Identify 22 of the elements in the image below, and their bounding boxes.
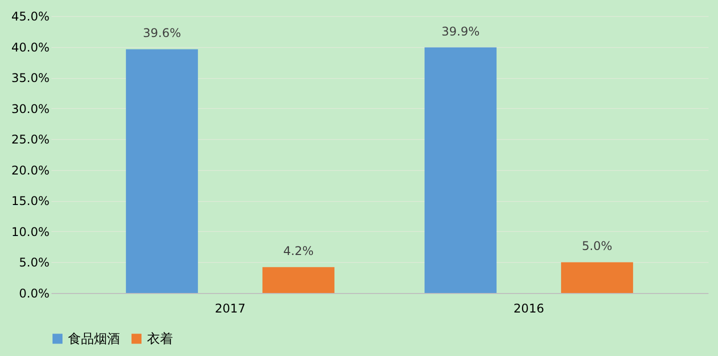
y-tick-label: 10.0% <box>11 224 50 239</box>
legend-label: 衣着 <box>147 330 173 347</box>
bar <box>126 49 198 293</box>
data-label: 39.9% <box>441 24 480 38</box>
data-label: 4.2% <box>283 244 314 258</box>
y-tick-label: 30.0% <box>11 102 50 116</box>
y-tick-label: 5.0% <box>19 256 50 270</box>
y-tick-label: 40.0% <box>11 40 50 54</box>
y-tick-label: 45.0% <box>11 10 50 24</box>
x-tick-label: 2016 <box>514 302 544 316</box>
x-tick-label: 2017 <box>214 302 246 316</box>
bar <box>262 267 334 293</box>
bar <box>561 262 634 293</box>
data-label: 39.6% <box>142 26 181 40</box>
y-tick-label: 20.0% <box>11 163 50 178</box>
legend-label: 食品烟酒 <box>68 332 120 347</box>
data-label: 5.0% <box>582 239 612 254</box>
y-tick-label: 35.0% <box>11 71 50 86</box>
y-tick-label: 0.0% <box>19 286 50 300</box>
y-tick-label: 15.0% <box>11 194 50 208</box>
y-tick-label: 25.0% <box>11 132 50 147</box>
bar <box>424 47 497 293</box>
